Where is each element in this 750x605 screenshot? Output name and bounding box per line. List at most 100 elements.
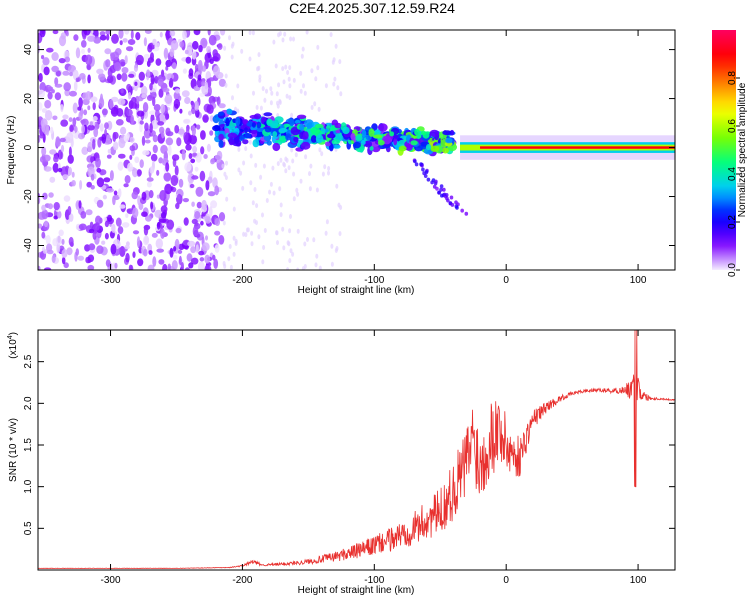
faint-blob xyxy=(284,64,288,70)
faint-blob xyxy=(312,237,316,243)
noise-blob xyxy=(155,109,160,119)
noise-blob xyxy=(124,175,131,184)
noise-blob xyxy=(187,42,194,52)
noise-blob xyxy=(93,36,101,44)
signal-blob xyxy=(442,130,452,136)
noise-blob xyxy=(180,262,184,270)
noise-blob xyxy=(188,262,194,269)
noise-blob xyxy=(196,124,201,130)
noise-blob xyxy=(106,34,110,41)
noise-blob xyxy=(178,178,184,188)
faint-blob xyxy=(244,146,248,152)
faint-blob xyxy=(295,187,299,193)
faint-blob xyxy=(314,76,318,82)
noise-blob xyxy=(158,218,167,223)
noise-blob xyxy=(141,85,148,96)
colorbar-tick-label: 0.8 xyxy=(727,71,738,85)
noise-blob xyxy=(178,243,185,250)
colorbar-label: Normalized spectral amplitude xyxy=(737,82,748,217)
tail-blob xyxy=(437,190,441,195)
faint-blob xyxy=(288,83,292,89)
x-tick-label: -100 xyxy=(364,575,384,586)
faint-blob xyxy=(290,147,294,153)
noise-blob xyxy=(207,191,216,197)
noise-blob xyxy=(132,230,140,235)
noise-blob xyxy=(181,149,186,161)
noise-blob xyxy=(181,90,190,98)
faint-blob xyxy=(338,59,342,65)
tail-blob xyxy=(430,180,434,185)
noise-blob xyxy=(63,195,71,202)
noise-blob xyxy=(120,126,127,135)
noise-blob xyxy=(107,75,114,84)
noise-blob xyxy=(100,93,103,103)
faint-blob xyxy=(292,36,295,42)
noise-blob xyxy=(78,200,82,209)
noise-blob xyxy=(202,114,209,123)
noise-blob xyxy=(52,115,58,121)
noise-blob xyxy=(39,30,46,38)
snr-multiplier: (x104) xyxy=(7,332,19,359)
noise-blob xyxy=(210,200,218,209)
noise-blob xyxy=(147,44,153,53)
spectrogram-x-label: Height of straight line (km) xyxy=(298,285,415,296)
faint-blob xyxy=(329,32,333,38)
noise-blob xyxy=(197,74,202,81)
signal-blob xyxy=(302,131,309,140)
noise-blob xyxy=(90,96,98,103)
noise-blob xyxy=(57,167,63,173)
noise-blob xyxy=(141,135,146,146)
noise-blob xyxy=(123,183,129,188)
noise-blob xyxy=(110,106,119,117)
faint-blob xyxy=(236,83,240,89)
signal-blob xyxy=(311,127,317,135)
noise-blob xyxy=(179,41,185,48)
faint-blob xyxy=(276,161,280,167)
noise-blob xyxy=(115,217,122,227)
noise-blob xyxy=(151,232,158,238)
noise-blob xyxy=(185,56,192,64)
signal-blob xyxy=(239,134,245,141)
noise-blob xyxy=(116,73,122,81)
noise-blob xyxy=(43,124,49,135)
faint-blob xyxy=(284,168,288,174)
faint-blob xyxy=(276,103,280,109)
noise-blob xyxy=(212,254,216,261)
noise-blob xyxy=(206,143,211,152)
signal-blob xyxy=(389,131,395,137)
faint-blob xyxy=(278,186,282,192)
noise-blob xyxy=(145,215,152,222)
faint-blob xyxy=(259,105,263,111)
faint-blob xyxy=(236,108,240,114)
noise-blob xyxy=(112,131,119,140)
noise-blob xyxy=(174,124,180,134)
noise-blob xyxy=(194,63,199,72)
noise-blob xyxy=(146,177,154,182)
signal-blob xyxy=(225,117,230,127)
noise-blob xyxy=(81,124,85,134)
signal-blob xyxy=(279,128,288,133)
noise-blob xyxy=(38,102,43,111)
noise-blob xyxy=(57,149,63,160)
faint-blob xyxy=(277,32,281,38)
faint-blob xyxy=(300,53,304,59)
faint-blob xyxy=(299,88,303,94)
noise-blob xyxy=(38,72,43,83)
signal-blob xyxy=(355,134,363,142)
colorbar-gradient xyxy=(712,30,736,270)
noise-blob xyxy=(126,132,130,139)
noise-blob xyxy=(204,81,209,90)
faint-blob xyxy=(296,191,300,197)
noise-blob xyxy=(79,180,83,190)
noise-blob xyxy=(191,257,199,265)
noise-blob xyxy=(135,54,144,66)
faint-blob xyxy=(234,241,238,246)
faint-blob xyxy=(318,147,322,153)
noise-blob xyxy=(187,240,196,247)
noise-blob xyxy=(121,72,128,82)
noise-blob xyxy=(212,49,218,58)
snr-x-ticks: -300 -200 -100 0 100 xyxy=(101,330,647,586)
faint-blob xyxy=(242,160,246,166)
noise-blob xyxy=(83,109,88,116)
faint-blob xyxy=(282,245,286,251)
